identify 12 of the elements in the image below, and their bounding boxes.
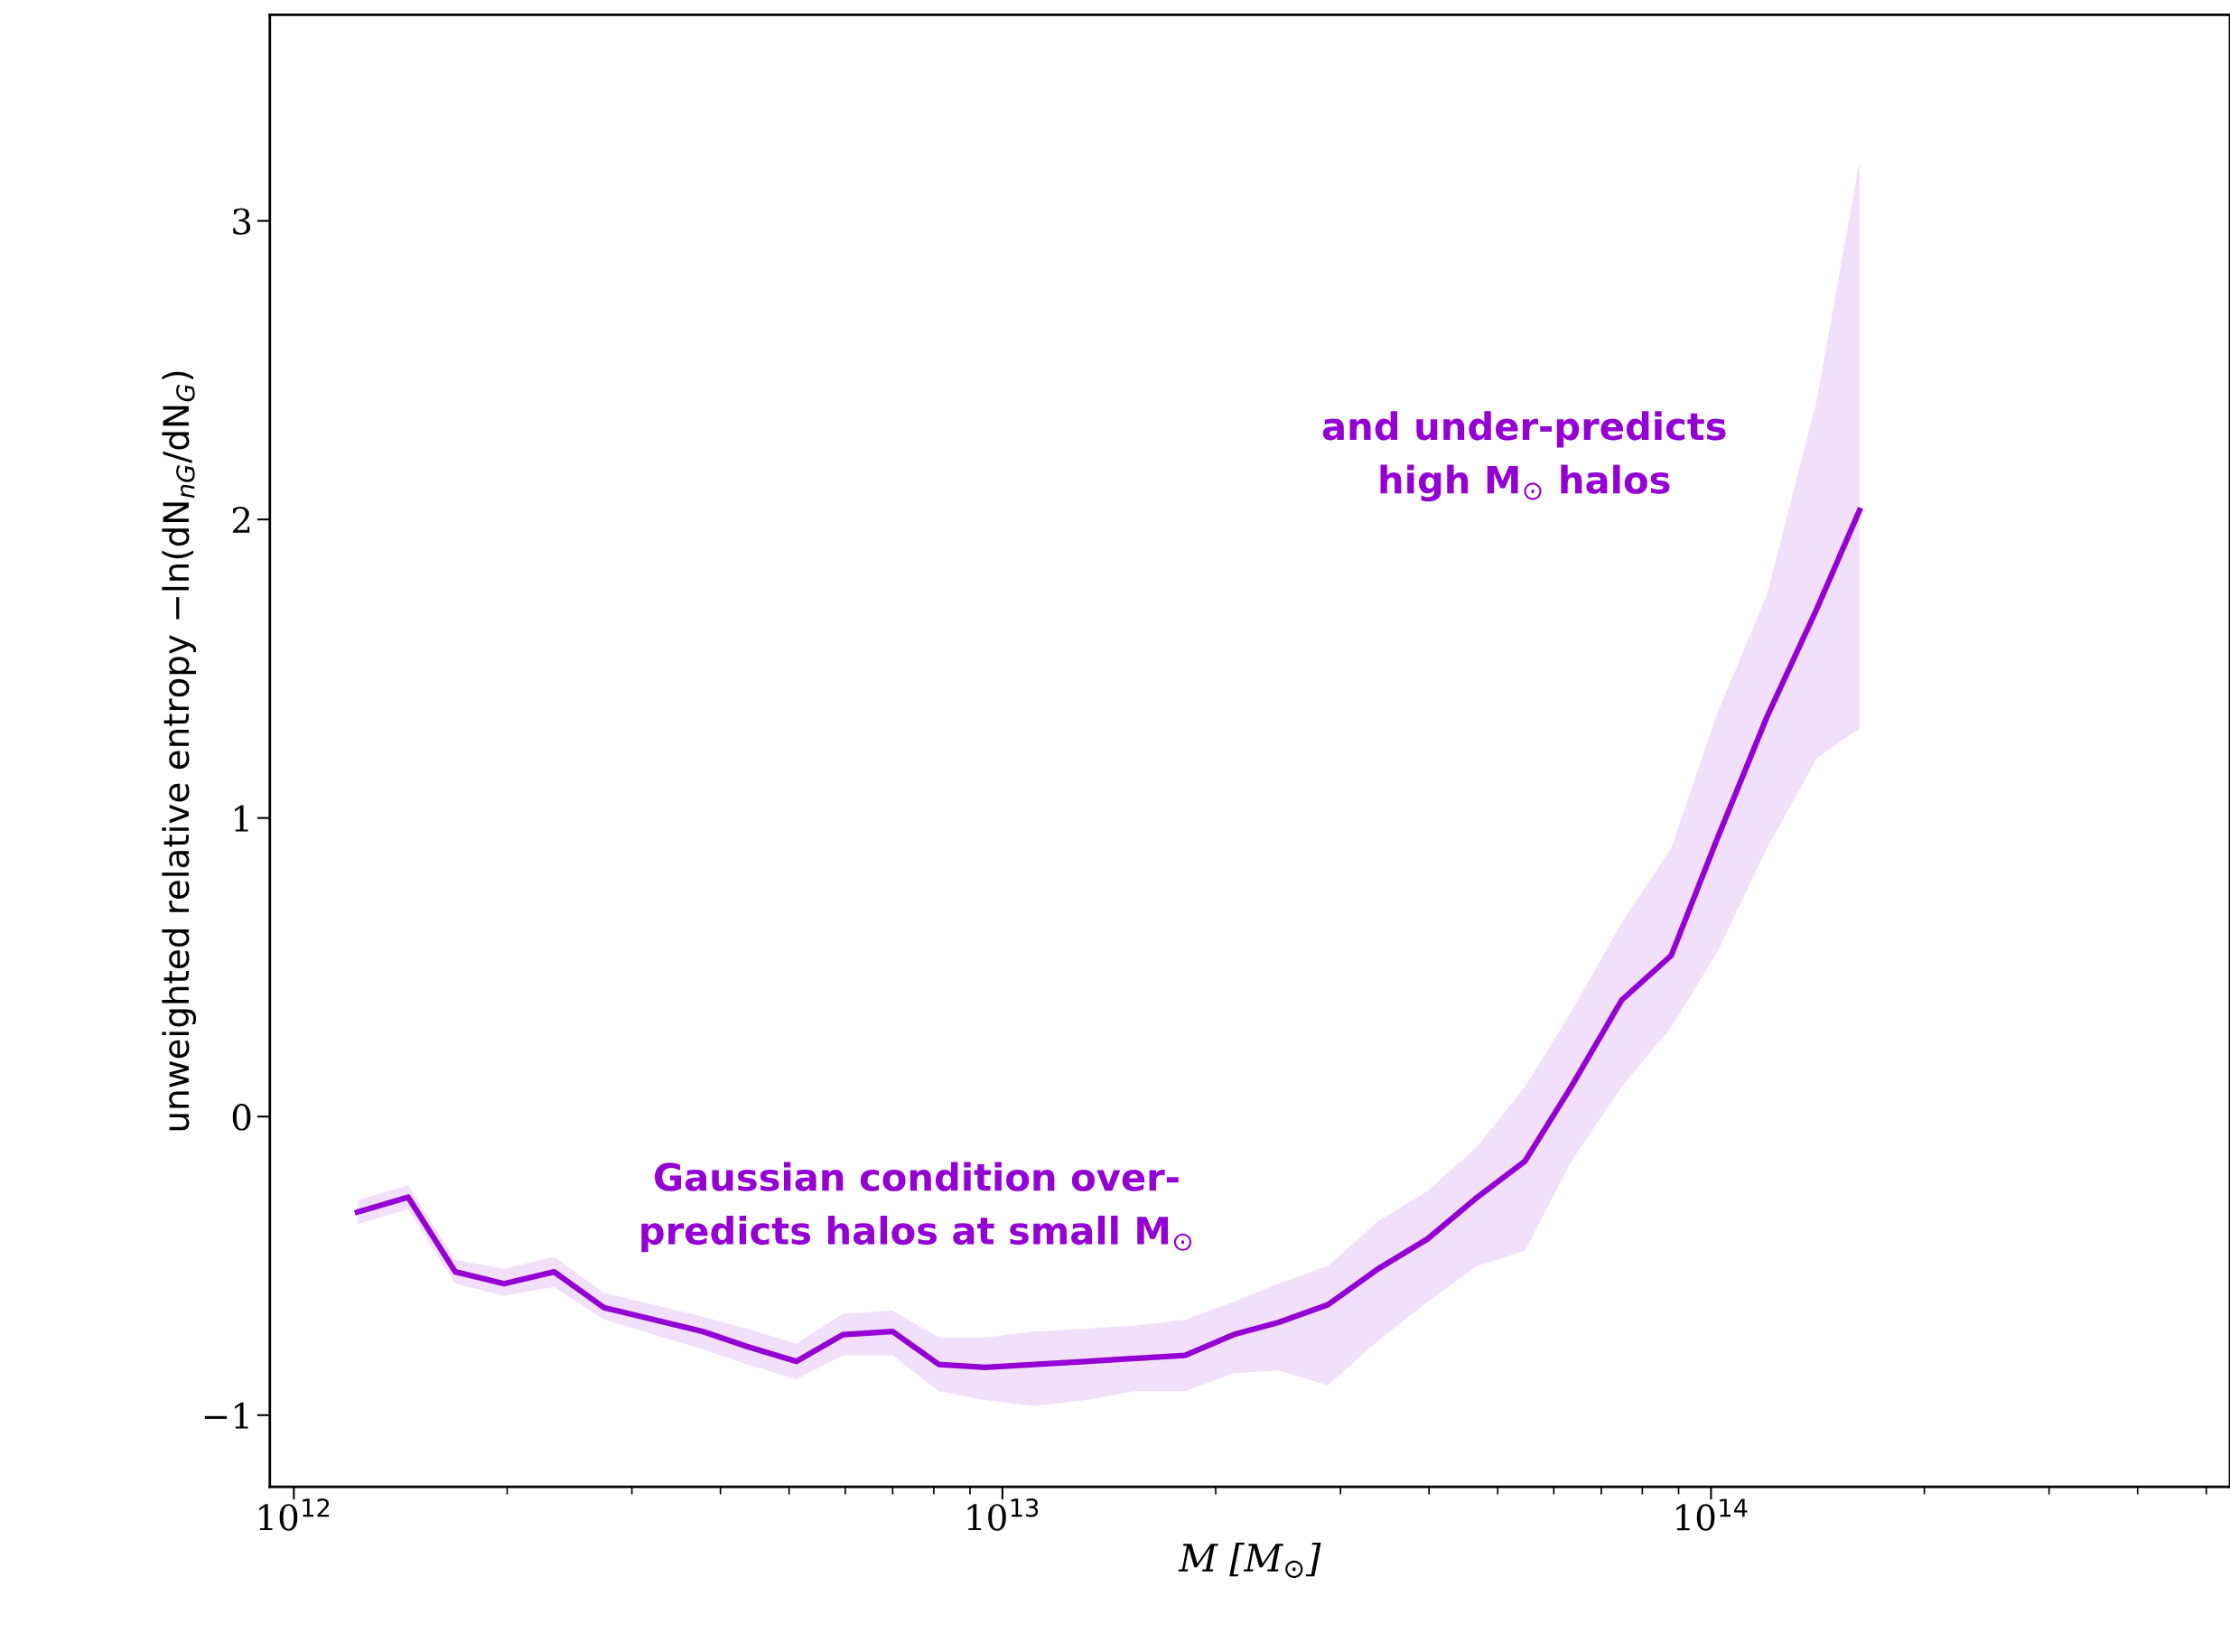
annotation: Gaussian condition over- predicts halos at small M$_{⊙}$ (641, 1162, 1192, 1253)
x-tick-label: 10$^{14}$ (1676, 1498, 1748, 1531)
x-tick-label: 10$^{13}$ (967, 1498, 1039, 1531)
x-axis-title: M [M$_{⊙}$] (1178, 1543, 1321, 1578)
y-tick-label: 1 (235, 805, 248, 832)
y-tick-label: 0 (232, 1104, 251, 1131)
annotation: and under-predicts high M$_{⊙}$ halos (1322, 411, 1726, 502)
y-tick-label: −1 (204, 1402, 248, 1429)
y-tick-label: 3 (233, 208, 251, 235)
y-axis-title: unweighted relative entropy −ln(dN$_{nG}$/dN$_{G}$) (162, 371, 197, 1131)
y-tick-label: 2 (232, 507, 250, 533)
x-tick-label: 10$^{12}$ (259, 1498, 330, 1531)
